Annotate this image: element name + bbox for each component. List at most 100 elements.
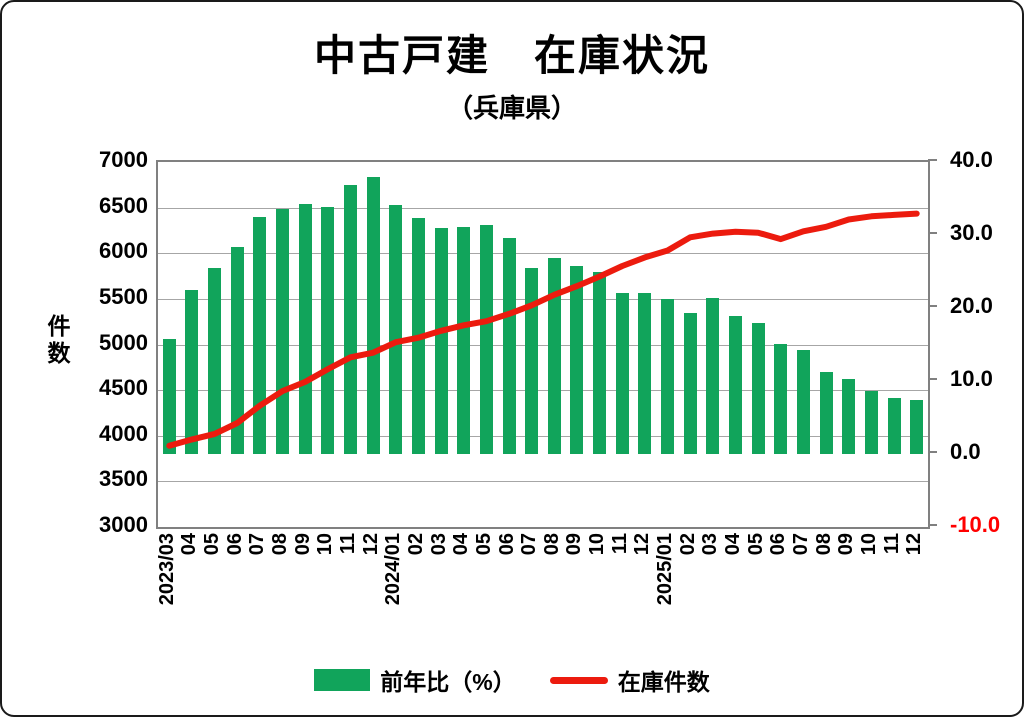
bar-11 xyxy=(615,292,629,454)
x-axis-tick-label: 03 xyxy=(699,533,722,556)
x-axis-tick-label: 12 xyxy=(359,533,382,556)
x-axis-tick-label: 2025/01 xyxy=(654,533,677,606)
x-axis-tick-label: 11 xyxy=(880,533,903,555)
bar-07 xyxy=(796,350,810,454)
x-axis-tick-label: 05 xyxy=(201,533,224,556)
bar-12 xyxy=(910,399,924,454)
x-axis-tick-label: 09 xyxy=(291,533,314,556)
legend-line-sample-icon xyxy=(549,676,608,684)
x-axis-tick-label: 10 xyxy=(857,533,880,556)
bar-2024/01 xyxy=(389,205,403,454)
bar-2023/03 xyxy=(162,339,176,454)
bar-09 xyxy=(842,378,856,454)
x-axis-tick-label: 04 xyxy=(450,533,473,556)
x-axis-tick-label: 07 xyxy=(789,533,812,556)
right-axis-tick-mark xyxy=(928,451,937,453)
x-axis-tick-label: 10 xyxy=(314,533,337,556)
right-axis-tick-mark xyxy=(928,305,937,307)
x-axis-tick-label: 06 xyxy=(495,533,518,556)
right-axis-tick-mark xyxy=(928,378,937,380)
x-axis-tick-label: 11 xyxy=(608,533,631,555)
left-axis-tick-label: 4000 xyxy=(99,420,148,446)
bar-07 xyxy=(253,216,267,454)
left-axis-tick-label: 4500 xyxy=(99,375,148,401)
gridline xyxy=(158,207,928,209)
bar-12 xyxy=(638,292,652,454)
x-axis-tick-label: 2024/01 xyxy=(382,533,405,606)
bar-05 xyxy=(479,224,493,454)
x-axis-tick-label: 08 xyxy=(812,533,835,556)
bar-11 xyxy=(887,397,901,454)
legend-item-bars: 前年比（%） xyxy=(314,663,516,697)
x-axis-tick-label: 04 xyxy=(178,533,201,556)
bar-09 xyxy=(298,204,312,454)
chart-subtitle: （兵庫県） xyxy=(446,93,577,123)
x-axis-tick-label: 11 xyxy=(337,533,359,555)
bar-06 xyxy=(230,247,244,454)
gridline xyxy=(158,344,928,346)
x-axis-tick-label: 06 xyxy=(223,533,246,556)
right-axis-tick-mark xyxy=(928,232,937,234)
x-axis-tick-label: 10 xyxy=(586,533,609,556)
x-axis-tick-label: 12 xyxy=(631,533,654,556)
bar-04 xyxy=(729,316,742,454)
bar-04 xyxy=(185,290,199,454)
right-axis-tick-label: 0.0 xyxy=(950,439,981,464)
gridline xyxy=(158,390,928,392)
bar-08 xyxy=(819,372,833,454)
line-series xyxy=(166,210,920,449)
x-axis-tick-label: 03 xyxy=(427,533,450,556)
x-axis-tick-label: 07 xyxy=(246,533,269,556)
bar-05 xyxy=(208,267,222,454)
left-axis-tick-label: 3500 xyxy=(99,466,148,492)
x-axis-tick-label: 05 xyxy=(472,533,495,556)
right-axis-tick-mark xyxy=(928,524,937,526)
left-axis-tick-label: 7000 xyxy=(99,147,148,172)
right-axis-tick-label: 10.0 xyxy=(950,366,993,391)
right-axis-tick-mark xyxy=(928,159,937,161)
x-axis-tick-label: 09 xyxy=(563,533,586,556)
legend: 前年比（%） 在庫件数 xyxy=(2,658,1022,702)
x-axis-tick-label: 2023/03 xyxy=(155,533,178,606)
bar-07 xyxy=(525,267,539,454)
bar-12 xyxy=(366,176,380,454)
legend-bar-swatch-icon xyxy=(314,669,371,691)
left-axis-tick-label: 6500 xyxy=(99,192,148,218)
x-axis-tick-label: 09 xyxy=(835,533,858,556)
plot-area xyxy=(156,160,930,529)
x-axis-tick-label: 04 xyxy=(722,533,744,556)
x-axis-tick-label: 06 xyxy=(767,533,790,556)
left-axis-tick-label: 5000 xyxy=(99,329,148,355)
left-axis-tick-label: 6000 xyxy=(99,238,148,264)
x-axis-tick-label: 12 xyxy=(903,533,926,556)
gridline xyxy=(158,253,928,255)
right-axis-tick-label: 30.0 xyxy=(950,220,993,245)
legend-bar-label: 前年比（%） xyxy=(380,669,516,695)
legend-line-label: 在庫件数 xyxy=(617,669,710,695)
bar-2025/01 xyxy=(661,299,675,454)
right-axis-tick-label: 20.0 xyxy=(950,293,993,318)
x-axis-tick-label: 08 xyxy=(269,533,292,556)
bar-04 xyxy=(457,226,471,454)
bar-03 xyxy=(434,227,448,454)
right-axis-tick-label: 40.0 xyxy=(950,147,993,172)
x-axis-tick-label: 02 xyxy=(404,533,427,556)
legend-item-line: 在庫件数 xyxy=(549,663,710,697)
trend-line xyxy=(166,210,920,449)
bar-03 xyxy=(706,297,720,454)
bar-10 xyxy=(321,207,335,454)
left-axis-tick-label: 5500 xyxy=(99,283,148,309)
bar-06 xyxy=(502,237,516,454)
x-axis-tick-label: 07 xyxy=(518,533,541,556)
left-axis-tick-label: 3000 xyxy=(99,512,148,537)
bar-02 xyxy=(683,313,697,454)
gridline xyxy=(158,481,928,483)
bar-11 xyxy=(344,184,357,454)
x-axis-tick-label: 08 xyxy=(540,533,563,556)
bar-06 xyxy=(774,343,788,454)
bar-10 xyxy=(864,391,878,454)
bar-10 xyxy=(593,271,607,454)
left-axis-title: 件数 xyxy=(44,314,70,368)
right-axis-tick-label: -10.0 xyxy=(950,512,1001,537)
